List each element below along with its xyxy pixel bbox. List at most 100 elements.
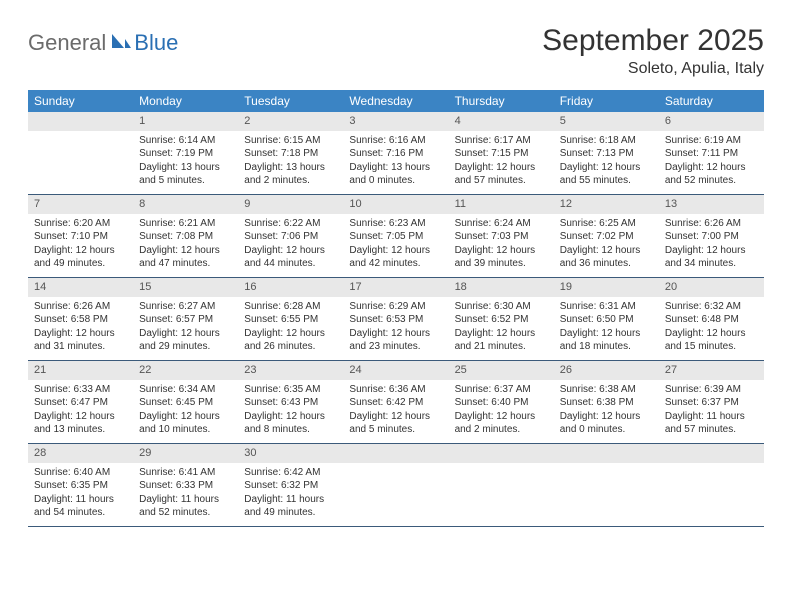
day-cell: 24Sunrise: 6:36 AMSunset: 6:42 PMDayligh… xyxy=(343,361,448,443)
day-dl1: Daylight: 11 hours xyxy=(665,410,758,424)
day-ss: Sunset: 7:13 PM xyxy=(560,147,653,161)
day-cell: 21Sunrise: 6:33 AMSunset: 6:47 PMDayligh… xyxy=(28,361,133,443)
logo-text-gray: General xyxy=(28,30,106,56)
day-dl2: and 0 minutes. xyxy=(349,174,442,188)
day-sr: Sunrise: 6:16 AM xyxy=(349,134,442,148)
weekday-sat: Saturday xyxy=(659,90,764,112)
day-number: 20 xyxy=(659,278,764,297)
day-cell xyxy=(449,444,554,526)
day-dl2: and 49 minutes. xyxy=(34,257,127,271)
day-number: 30 xyxy=(238,444,343,463)
day-body: Sunrise: 6:35 AMSunset: 6:43 PMDaylight:… xyxy=(238,380,343,441)
day-ss: Sunset: 6:55 PM xyxy=(244,313,337,327)
day-cell: 12Sunrise: 6:25 AMSunset: 7:02 PMDayligh… xyxy=(554,195,659,277)
day-dl2: and 31 minutes. xyxy=(34,340,127,354)
day-ss: Sunset: 6:48 PM xyxy=(665,313,758,327)
day-sr: Sunrise: 6:24 AM xyxy=(455,217,548,231)
day-ss: Sunset: 7:19 PM xyxy=(139,147,232,161)
weekday-sun: Sunday xyxy=(28,90,133,112)
day-number: 12 xyxy=(554,195,659,214)
day-dl2: and 26 minutes. xyxy=(244,340,337,354)
day-cell: 16Sunrise: 6:28 AMSunset: 6:55 PMDayligh… xyxy=(238,278,343,360)
day-cell: 29Sunrise: 6:41 AMSunset: 6:33 PMDayligh… xyxy=(133,444,238,526)
day-body: Sunrise: 6:41 AMSunset: 6:33 PMDaylight:… xyxy=(133,463,238,524)
day-body: Sunrise: 6:28 AMSunset: 6:55 PMDaylight:… xyxy=(238,297,343,358)
day-dl2: and 34 minutes. xyxy=(665,257,758,271)
day-number: 23 xyxy=(238,361,343,380)
week-row: 1Sunrise: 6:14 AMSunset: 7:19 PMDaylight… xyxy=(28,112,764,195)
day-dl2: and 39 minutes. xyxy=(455,257,548,271)
day-cell: 13Sunrise: 6:26 AMSunset: 7:00 PMDayligh… xyxy=(659,195,764,277)
day-dl2: and 10 minutes. xyxy=(139,423,232,437)
day-ss: Sunset: 6:43 PM xyxy=(244,396,337,410)
week-row: 14Sunrise: 6:26 AMSunset: 6:58 PMDayligh… xyxy=(28,278,764,361)
day-body: Sunrise: 6:40 AMSunset: 6:35 PMDaylight:… xyxy=(28,463,133,524)
day-cell: 8Sunrise: 6:21 AMSunset: 7:08 PMDaylight… xyxy=(133,195,238,277)
day-dl1: Daylight: 12 hours xyxy=(665,161,758,175)
day-number-empty xyxy=(343,444,448,463)
day-dl2: and 5 minutes. xyxy=(139,174,232,188)
day-cell: 1Sunrise: 6:14 AMSunset: 7:19 PMDaylight… xyxy=(133,112,238,194)
day-number-empty xyxy=(659,444,764,463)
day-dl1: Daylight: 12 hours xyxy=(139,244,232,258)
day-dl2: and 18 minutes. xyxy=(560,340,653,354)
day-body: Sunrise: 6:26 AMSunset: 6:58 PMDaylight:… xyxy=(28,297,133,358)
day-number: 13 xyxy=(659,195,764,214)
day-body: Sunrise: 6:30 AMSunset: 6:52 PMDaylight:… xyxy=(449,297,554,358)
day-ss: Sunset: 7:08 PM xyxy=(139,230,232,244)
day-ss: Sunset: 6:38 PM xyxy=(560,396,653,410)
day-dl1: Daylight: 11 hours xyxy=(34,493,127,507)
day-body: Sunrise: 6:16 AMSunset: 7:16 PMDaylight:… xyxy=(343,131,448,192)
day-ss: Sunset: 6:33 PM xyxy=(139,479,232,493)
day-sr: Sunrise: 6:15 AM xyxy=(244,134,337,148)
day-dl2: and 0 minutes. xyxy=(560,423,653,437)
day-body: Sunrise: 6:23 AMSunset: 7:05 PMDaylight:… xyxy=(343,214,448,275)
day-dl2: and 13 minutes. xyxy=(34,423,127,437)
day-sr: Sunrise: 6:27 AM xyxy=(139,300,232,314)
day-cell: 23Sunrise: 6:35 AMSunset: 6:43 PMDayligh… xyxy=(238,361,343,443)
day-dl1: Daylight: 12 hours xyxy=(244,410,337,424)
day-ss: Sunset: 7:16 PM xyxy=(349,147,442,161)
day-dl1: Daylight: 12 hours xyxy=(560,327,653,341)
day-sr: Sunrise: 6:32 AM xyxy=(665,300,758,314)
day-body: Sunrise: 6:21 AMSunset: 7:08 PMDaylight:… xyxy=(133,214,238,275)
day-number: 29 xyxy=(133,444,238,463)
logo-sail-icon xyxy=(110,32,132,55)
weekday-wed: Wednesday xyxy=(343,90,448,112)
day-number: 6 xyxy=(659,112,764,131)
day-dl2: and 8 minutes. xyxy=(244,423,337,437)
day-ss: Sunset: 7:15 PM xyxy=(455,147,548,161)
day-dl2: and 15 minutes. xyxy=(665,340,758,354)
day-sr: Sunrise: 6:22 AM xyxy=(244,217,337,231)
day-body: Sunrise: 6:36 AMSunset: 6:42 PMDaylight:… xyxy=(343,380,448,441)
day-sr: Sunrise: 6:42 AM xyxy=(244,466,337,480)
day-sr: Sunrise: 6:14 AM xyxy=(139,134,232,148)
day-dl1: Daylight: 12 hours xyxy=(349,410,442,424)
day-dl1: Daylight: 12 hours xyxy=(665,327,758,341)
day-ss: Sunset: 7:00 PM xyxy=(665,230,758,244)
day-sr: Sunrise: 6:36 AM xyxy=(349,383,442,397)
day-number: 11 xyxy=(449,195,554,214)
day-dl1: Daylight: 12 hours xyxy=(139,327,232,341)
day-ss: Sunset: 7:18 PM xyxy=(244,147,337,161)
day-body: Sunrise: 6:15 AMSunset: 7:18 PMDaylight:… xyxy=(238,131,343,192)
month-title: September 2025 xyxy=(542,24,764,58)
day-number: 18 xyxy=(449,278,554,297)
day-dl2: and 52 minutes. xyxy=(665,174,758,188)
day-ss: Sunset: 6:53 PM xyxy=(349,313,442,327)
day-cell: 11Sunrise: 6:24 AMSunset: 7:03 PMDayligh… xyxy=(449,195,554,277)
day-sr: Sunrise: 6:18 AM xyxy=(560,134,653,148)
day-dl1: Daylight: 13 hours xyxy=(244,161,337,175)
day-dl2: and 2 minutes. xyxy=(244,174,337,188)
day-sr: Sunrise: 6:21 AM xyxy=(139,217,232,231)
day-dl1: Daylight: 12 hours xyxy=(244,327,337,341)
day-dl2: and 5 minutes. xyxy=(349,423,442,437)
day-number: 21 xyxy=(28,361,133,380)
week-row: 28Sunrise: 6:40 AMSunset: 6:35 PMDayligh… xyxy=(28,444,764,527)
day-number-empty xyxy=(28,112,133,131)
day-dl2: and 54 minutes. xyxy=(34,506,127,520)
day-sr: Sunrise: 6:23 AM xyxy=(349,217,442,231)
day-sr: Sunrise: 6:28 AM xyxy=(244,300,337,314)
day-body: Sunrise: 6:24 AMSunset: 7:03 PMDaylight:… xyxy=(449,214,554,275)
day-ss: Sunset: 7:11 PM xyxy=(665,147,758,161)
